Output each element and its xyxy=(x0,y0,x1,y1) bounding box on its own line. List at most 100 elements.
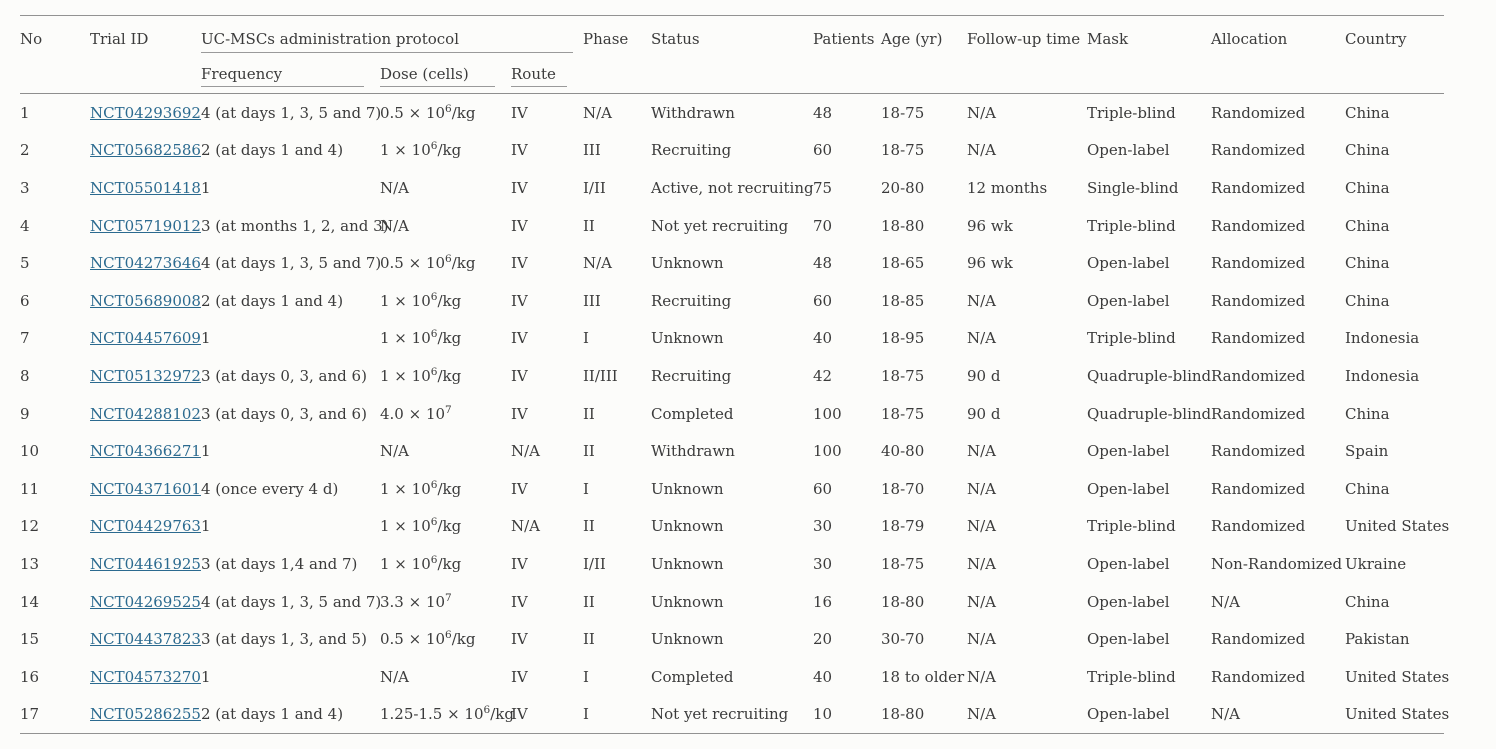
cell-age: 18-79 xyxy=(881,517,925,536)
cell-follow-up: N/A xyxy=(967,141,997,160)
table-row: 10 NCT04366271 1 N/A N/A II Withdrawn 100 40-80 N… xyxy=(20,432,1444,470)
trial-id-link[interactable]: NCT04366271 xyxy=(90,442,201,461)
cell-patients: 60 xyxy=(813,479,833,498)
cell-status: Withdrawn xyxy=(651,442,735,461)
cell-phase: N/A xyxy=(583,103,613,122)
header-row-1: No Trial ID UC-MSCs administration proto… xyxy=(20,15,1444,94)
trial-id-link[interactable]: NCT05501418 xyxy=(90,178,201,197)
cell-status: Unknown xyxy=(651,479,724,498)
trial-id-link[interactable]: NCT05132972 xyxy=(90,366,201,385)
dose-suffix: /kg xyxy=(437,479,462,498)
cell-country: China xyxy=(1345,141,1390,160)
dose-base: 4.0 × 10 xyxy=(380,404,446,423)
trial-id-link[interactable]: NCT05719012 xyxy=(90,216,201,235)
cell-route: IV xyxy=(511,178,528,197)
cell-no: 17 xyxy=(20,705,40,724)
cell-follow-up: 90 d xyxy=(967,404,1001,423)
cell-trial-id: NCT04371601 xyxy=(90,470,201,508)
dose-base: 3.3 × 10 xyxy=(380,592,446,611)
cell-country: China xyxy=(1345,479,1390,498)
cell-phase: III xyxy=(583,291,601,310)
trial-id-link[interactable]: NCT04573270 xyxy=(90,667,201,686)
cell-no: 6 xyxy=(20,291,30,310)
cell-route: IV xyxy=(511,592,528,611)
cell-trial-id: NCT05689008 xyxy=(90,282,201,320)
cell-follow-up: N/A xyxy=(967,479,997,498)
cell-status: Unknown xyxy=(651,329,724,348)
cell-mask: Open-label xyxy=(1087,592,1170,611)
trial-id-link[interactable]: NCT04437823 xyxy=(90,630,201,649)
dose-exponent: 6 xyxy=(430,290,438,303)
cell-no: 7 xyxy=(20,329,30,348)
dose-suffix: /kg xyxy=(451,254,476,273)
trial-id-link[interactable]: NCT04269525 xyxy=(90,592,201,611)
cell-no: 8 xyxy=(20,366,30,385)
trial-id-link[interactable]: NCT04371601 xyxy=(90,479,201,498)
trial-id-link[interactable]: NCT05286255 xyxy=(90,705,201,724)
cell-follow-up: N/A xyxy=(967,103,997,122)
trial-id-link[interactable]: NCT04461925 xyxy=(90,554,201,573)
cell-allocation: Randomized xyxy=(1211,254,1306,273)
cell-age: 18 to older xyxy=(881,667,965,686)
col-header-trial-id: Trial ID xyxy=(90,15,201,94)
cell-phase: I/II xyxy=(583,178,606,197)
cell-trial-id: NCT04437823 xyxy=(90,620,201,658)
cell-trial-id: NCT05501418 xyxy=(90,169,201,207)
cell-frequency: 3 (at days 0, 3, and 6) xyxy=(201,404,367,423)
cell-patients: 42 xyxy=(813,366,833,385)
protocol-group-label: UC-MSCs administration protocol xyxy=(201,30,573,53)
dose-base: 1 × 10 xyxy=(380,329,431,348)
dose-exponent: 6 xyxy=(430,553,438,566)
cell-allocation: N/A xyxy=(1211,592,1241,611)
cell-mask: Open-label xyxy=(1087,291,1170,310)
cell-route: IV xyxy=(511,366,528,385)
cell-dose: 1.25-1.5 × 106/kg xyxy=(380,696,514,734)
cell-trial-id: NCT04273646 xyxy=(90,244,201,282)
dose-suffix: /kg xyxy=(437,291,462,310)
cell-mask: Quadruple-blind xyxy=(1087,404,1212,423)
dose-base: 1.25-1.5 × 10 xyxy=(380,705,484,724)
cell-dose: 0.5 × 106/kg xyxy=(380,620,511,658)
cell-age: 18-95 xyxy=(881,329,925,348)
trial-id-link[interactable]: NCT05682586 xyxy=(90,141,201,160)
trial-id-link[interactable]: NCT04457609 xyxy=(90,329,201,348)
cell-frequency: 4 (at days 1, 3, 5 and 7) xyxy=(201,254,382,273)
cell-follow-up: N/A xyxy=(967,329,997,348)
cell-frequency: 2 (at days 1 and 4) xyxy=(201,705,344,724)
cell-no: 12 xyxy=(20,517,40,536)
cell-status: Not yet recruiting xyxy=(651,216,789,235)
dose-exponent: 6 xyxy=(430,516,438,529)
table-row: 15 NCT04437823 3 (at days 1, 3, and 5) 0.5 … xyxy=(20,620,1444,658)
trial-id-link[interactable]: NCT04293692 xyxy=(90,103,201,122)
dose-exponent: 6 xyxy=(445,253,452,266)
header-row-2: Frequency Dose (cells) Route xyxy=(20,53,1444,94)
cell-patients: 30 xyxy=(813,554,833,573)
dose-base: 0.5 × 10 xyxy=(380,254,446,273)
cell-phase: N/A xyxy=(583,254,613,273)
col-header-allocation: Allocation xyxy=(1211,15,1345,94)
table-row: 5 NCT04273646 4 (at days 1, 3, 5 and 7) 0.5… xyxy=(20,244,1444,282)
trial-id-link[interactable]: NCT04288102 xyxy=(90,404,201,423)
cell-no: 9 xyxy=(20,404,30,423)
cell-age: 18-80 xyxy=(881,216,925,235)
cell-route: IV xyxy=(511,667,528,686)
cell-no: 4 xyxy=(20,216,30,235)
trial-id-link[interactable]: NCT05689008 xyxy=(90,291,201,310)
col-header-age: Age (yr) xyxy=(881,15,967,94)
table-header: No Trial ID UC-MSCs administration proto… xyxy=(20,15,1444,94)
cell-patients: 10 xyxy=(813,705,833,724)
cell-status: Recruiting xyxy=(651,141,732,160)
table-row: 4 NCT05719012 3 (at months 1, 2, and 3) N/A… xyxy=(20,207,1444,245)
cell-allocation: N/A xyxy=(1211,705,1241,724)
trial-id-link[interactable]: NCT04273646 xyxy=(90,254,201,273)
cell-frequency: 1 xyxy=(201,329,211,348)
cell-patients: 60 xyxy=(813,141,833,160)
cell-no: 11 xyxy=(20,479,40,498)
cell-dose: 1 × 106/kg xyxy=(380,545,511,583)
cell-dose: N/A xyxy=(380,658,511,696)
cell-follow-up: 12 months xyxy=(967,178,1048,197)
cell-no: 1 xyxy=(20,103,30,122)
cell-patients: 30 xyxy=(813,517,833,536)
cell-age: 30-70 xyxy=(881,630,925,649)
trial-id-link[interactable]: NCT04429763 xyxy=(90,517,201,536)
